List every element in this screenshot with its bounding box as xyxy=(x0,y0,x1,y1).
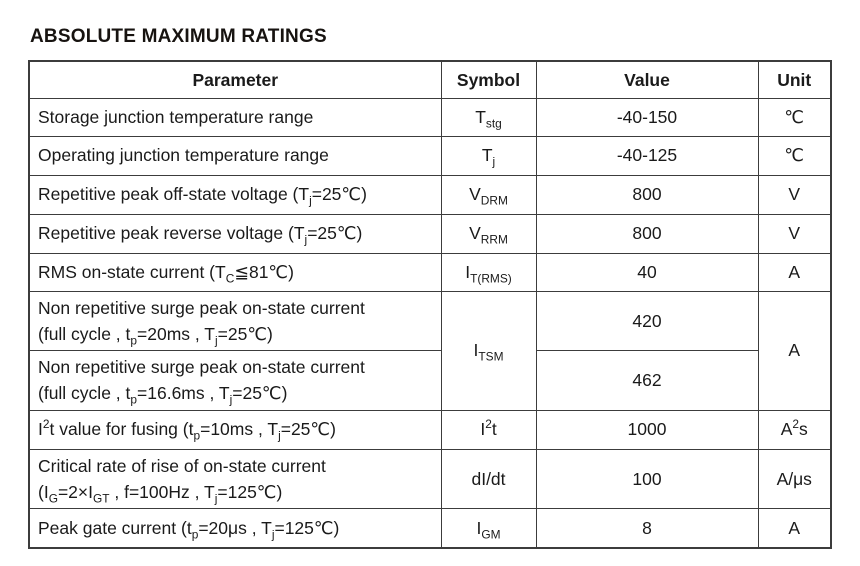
unit-cell: A xyxy=(757,290,832,411)
value-cell: -40-150 xyxy=(535,97,759,137)
symbol-cell: ITSM xyxy=(440,290,537,411)
table-header-row: Parameter Symbol Value Unit xyxy=(28,60,832,99)
unit-cell: A xyxy=(757,508,832,548)
unit-cell: V xyxy=(757,174,832,215)
unit-cell: A/μs xyxy=(757,448,832,509)
table-row: Repetitive peak off-state voltage (Tj=25… xyxy=(28,174,832,215)
col-header-parameter: Parameter xyxy=(28,60,442,99)
parameter-cell: Repetitive peak reverse voltage (Tj=25℃) xyxy=(28,213,442,254)
parameter-cell: Peak gate current (tp=20μs , Tj=125℃) xyxy=(28,508,442,548)
value-cell: 1000 xyxy=(535,409,759,450)
table-row: Non repetitive surge peak on-state curre… xyxy=(28,350,831,411)
unit-cell: ℃ xyxy=(757,135,832,176)
symbol-cell: VDRM xyxy=(440,174,537,215)
parameter-cell: I2t value for fusing (tp=10ms , Tj=25℃) xyxy=(28,409,442,450)
symbol-cell: dI/dt xyxy=(440,448,537,509)
value-cell: 8 xyxy=(535,508,759,548)
table-row: Repetitive peak reverse voltage (Tj=25℃)… xyxy=(28,213,832,254)
unit-cell: A xyxy=(757,252,832,292)
parameter-cell: Repetitive peak off-state voltage (Tj=25… xyxy=(28,174,442,215)
value-cell: 40 xyxy=(535,252,759,292)
table-row: Non repetitive surge peak on-state curre… xyxy=(28,290,832,411)
value-cell: 800 xyxy=(535,213,759,254)
parameter-cell: Non repetitive surge peak on-state curre… xyxy=(28,350,442,411)
table-row: I2t value for fusing (tp=10ms , Tj=25℃) … xyxy=(28,409,832,450)
value-cell: 420 xyxy=(535,290,759,351)
parameter-cell: Non repetitive surge peak on-state curre… xyxy=(28,290,442,351)
value-cell: 462 xyxy=(535,350,759,411)
symbol-cell: Tstg xyxy=(440,97,537,137)
symbol-cell: IGM xyxy=(440,508,537,548)
symbol-cell: VRRM xyxy=(440,213,537,254)
parameter-cell: Critical rate of rise of on-state curren… xyxy=(28,448,442,509)
value-cell: 800 xyxy=(535,174,759,215)
symbol-cell: I2t xyxy=(440,409,537,450)
unit-cell: ℃ xyxy=(757,97,832,137)
symbol-cell: IT(RMS) xyxy=(440,252,537,292)
absolute-maximum-ratings-table: Parameter Symbol Value Unit Storage junc… xyxy=(28,60,832,549)
col-header-symbol: Symbol xyxy=(440,60,537,99)
table-row: Storage junction temperature range Tstg … xyxy=(28,97,832,137)
table-row: Critical rate of rise of on-state curren… xyxy=(28,448,832,509)
col-header-value: Value xyxy=(535,60,759,99)
parameter-cell: Operating junction temperature range xyxy=(28,135,442,176)
page-title: ABSOLUTE MAXIMUM RATINGS xyxy=(30,26,327,47)
parameter-cell: RMS on-state current (TC≦81℃) xyxy=(28,252,442,292)
table-row: Peak gate current (tp=20μs , Tj=125℃) IG… xyxy=(28,508,832,548)
unit-cell: A2s xyxy=(757,409,832,450)
table-row: Operating junction temperature range Tj … xyxy=(28,135,832,176)
value-cell: -40-125 xyxy=(535,135,759,176)
table-row: RMS on-state current (TC≦81℃) IT(RMS) 40… xyxy=(28,252,832,292)
datasheet-page: ABSOLUTE MAXIMUM RATINGS Parameter Symbo… xyxy=(28,26,832,549)
unit-cell: V xyxy=(757,213,832,254)
col-header-unit: Unit xyxy=(757,60,832,99)
parameter-cell: Storage junction temperature range xyxy=(28,97,442,137)
symbol-cell: Tj xyxy=(440,135,537,176)
value-cell: 100 xyxy=(535,448,759,509)
